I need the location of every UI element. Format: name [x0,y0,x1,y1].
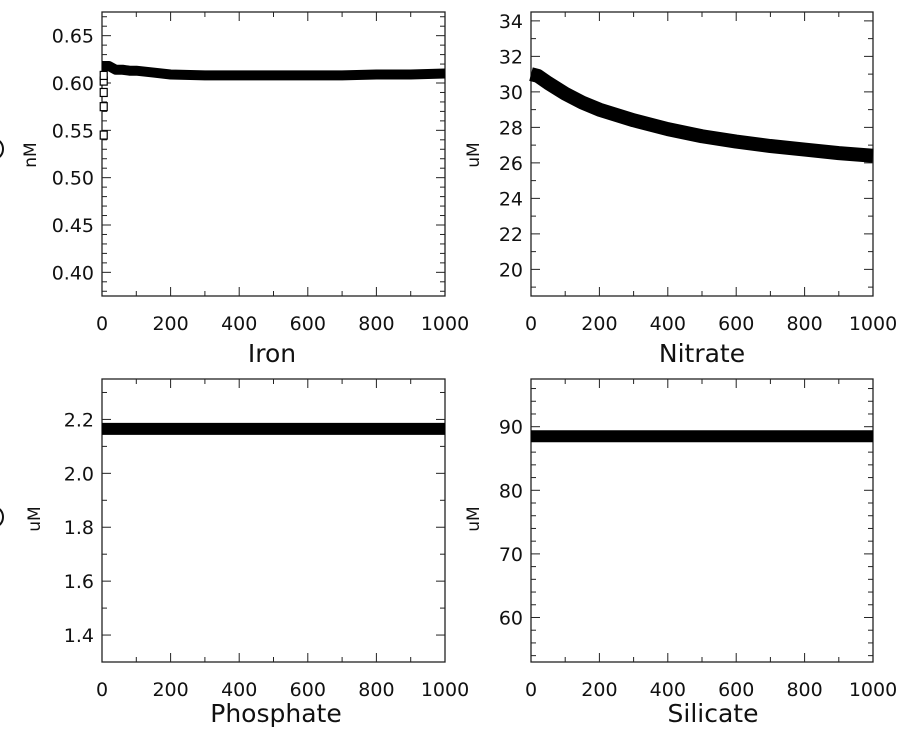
panel-silicate-ytick-label: 60 [499,607,523,629]
panel-iron-early-point [99,70,108,81]
panel-nitrate-xtick-label: 1000 [849,313,897,335]
panel-silicate-xtick-label: 400 [650,679,686,701]
panel-iron: 0 200 400 600 800 1000 0.40 0.45 0.50 0.55 0.60 0.6… [21,11,469,368]
panel-nitrate-ytick-label: 32 [499,46,523,68]
panel-nitrate-ytick-label: 22 [499,224,523,246]
panel-nitrate: 0 200 400 600 800 1000 20 22 24 26 28 30 32 34 Nitrat… [464,11,897,368]
panel-iron-ytick-label: 0.40 [52,262,94,284]
panel-nitrate-xtick-label: 600 [718,313,754,335]
panel-nitrate-xtick-label: 0 [525,313,537,335]
panel-nitrate-ytick-label: 30 [499,82,523,104]
panel-nitrate-ytick-label: 34 [499,11,523,33]
panel-phosphate-xtick-label: 0 [96,679,108,701]
panel-nitrate-ytick-label: 24 [499,188,523,210]
panel-phosphate-ytick-label: 1.8 [64,517,94,539]
panel-iron-early-point [99,102,108,112]
panel-phosphate-ytick-label: 2.0 [64,463,94,485]
panel-nitrate-series-0 [529,67,874,163]
panel-silicate-xtick-label: 200 [581,679,617,701]
panel-iron-xlabel: Iron [248,339,296,368]
panel-iron-ytick-label: 0.55 [52,120,94,142]
panel-silicate-xtick-label: 600 [718,679,754,701]
panel-phosphate-plot: 0 200 400 600 800 1000 1.4 1.6 1.8 2.0 2.2 [64,378,469,701]
panel-phosphate-xtick-label: 1000 [421,679,469,701]
panel-phosphate: 0 200 400 600 800 1000 1.4 1.6 1.8 2.0 2.2 Phospha… [25,378,469,728]
panel-phosphate-xlabel: Phosphate [210,699,341,728]
panel-nitrate-ytick-label: 28 [499,117,523,139]
panel-iron-xtick-label: 200 [152,313,188,335]
panel-phosphate-ytick-label: 1.6 [64,571,94,593]
panel-nitrate-ytick-label: 20 [499,259,523,281]
panel-iron-ytick-label: 0.50 [52,168,94,190]
panel-silicate-ytick-label: 70 [499,544,523,566]
panel-iron-plot: 0 200 400 600 800 1000 0.40 0.45 0.50 0.55 0.60 0.6… [52,11,469,335]
panel-silicate-xtick-label: 1000 [849,679,897,701]
panel-iron-series-0 [102,60,446,81]
panel-silicate-ytick-label: 90 [499,417,523,439]
panel-phosphate-xtick-label: 400 [221,679,257,701]
panel-iron-frame [101,11,446,297]
panel-iron-early-point [99,87,108,98]
panel-phosphate-ytick-label: 2.2 [64,409,94,431]
panel-silicate-xtick-label: 0 [525,679,537,701]
left-edge-marks [0,140,4,526]
panel-nitrate-xtick-label: 200 [581,313,617,335]
panel-phosphate-frame [101,378,446,663]
panel-silicate-ytick-label: 80 [499,480,523,502]
panel-phosphate-xtick-label: 600 [290,679,326,701]
panel-phosphate-xtick-label: 200 [152,679,188,701]
panel-silicate: 0 200 400 600 800 1000 60 70 80 90 Silicate uM [464,378,897,728]
panel-nitrate-xtick-label: 400 [650,313,686,335]
panel-silicate-xtick-label: 800 [786,679,822,701]
panel-iron-ytick-label: 0.45 [52,215,94,237]
left-edge-glyph-bottom [0,508,4,526]
panel-silicate-ylabel: uM [464,506,484,531]
panel-nitrate-ylabel: uM [464,142,484,167]
panel-phosphate-ylabel: uM [25,506,45,531]
panel-phosphate-ytick-label: 1.4 [64,625,94,647]
left-edge-glyph-top [0,140,4,158]
panel-nitrate-plot: 0 200 400 600 800 1000 20 22 24 26 28 30 32 34 [499,11,897,335]
panel-nitrate-xtick-label: 800 [786,313,822,335]
panel-iron-xtick-label: 600 [290,313,326,335]
panel-iron-ytick-label: 0.60 [52,73,94,95]
panel-silicate-plot: 0 200 400 600 800 1000 60 70 80 90 [499,378,897,701]
panel-silicate-xlabel: Silicate [668,699,759,728]
panel-nitrate-ytick-label: 26 [499,153,523,175]
panel-iron-xtick-label: 0 [96,313,108,335]
panel-iron-early-point [99,130,108,140]
panel-iron-xtick-label: 1000 [421,313,469,335]
panel-iron-xtick-label: 800 [358,313,394,335]
panel-phosphate-xtick-label: 800 [358,679,394,701]
panel-iron-ytick-label: 0.65 [52,26,94,48]
panel-iron-ylabel: nM [21,142,41,167]
panel-iron-xtick-label: 400 [221,313,257,335]
panel-silicate-frame [530,378,874,663]
panel-nitrate-xlabel: Nitrate [659,339,745,368]
